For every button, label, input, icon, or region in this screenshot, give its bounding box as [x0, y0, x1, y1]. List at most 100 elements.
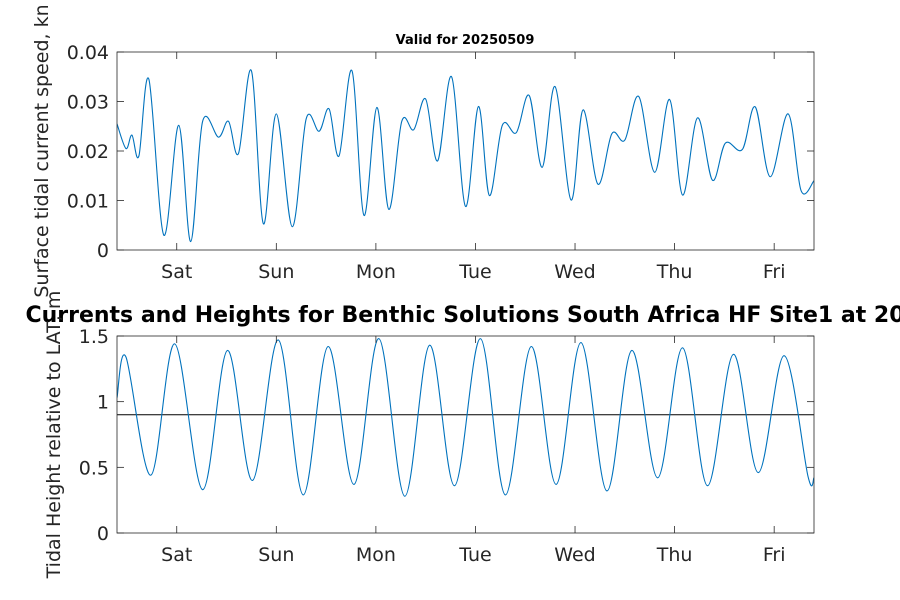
data-point [657, 477, 658, 478]
data-point [597, 184, 598, 185]
data-point [638, 96, 639, 97]
data-point [131, 135, 132, 136]
data-point [178, 125, 179, 126]
data-point [125, 356, 126, 357]
x-tick-label: Thu [656, 544, 693, 566]
data-point [425, 98, 426, 99]
data-point [542, 167, 543, 168]
y-axis-label: Tidal Height relative to LAT, m [43, 291, 65, 580]
tidal-height-chart: 0 0.5 1 1.5 Sat Sun Mon Tue Wed Thu Fri Currents an… [25, 291, 900, 580]
x-tick-label: Mon [356, 261, 396, 283]
data-point [582, 109, 583, 110]
y-tick-label: 1 [97, 392, 109, 414]
plot-area [117, 336, 814, 533]
data-point [770, 176, 771, 177]
data-point [252, 480, 253, 481]
x-tick-label: Sat [161, 261, 192, 283]
data-point [376, 107, 377, 108]
data-point [742, 149, 743, 150]
data-point [725, 142, 726, 143]
data-point [227, 350, 228, 351]
data-point [163, 235, 164, 236]
y-tick-label: 0 [97, 523, 109, 545]
x-tick-label: Tue [458, 261, 491, 283]
data-point [148, 79, 149, 80]
x-tick-label: Tue [458, 544, 491, 566]
data-point [788, 113, 789, 114]
x-tick-label: Wed [554, 261, 595, 283]
data-point [465, 206, 466, 207]
x-tick-label: Fri [763, 261, 786, 283]
x-tick-label: Wed [554, 544, 595, 566]
data-point [328, 108, 329, 109]
data-point [429, 345, 430, 346]
data-point [251, 70, 252, 71]
chart-title: Valid for 20250509 [396, 33, 535, 48]
data-point [555, 86, 556, 87]
data-point [606, 490, 607, 491]
data-point [697, 117, 698, 118]
chart-title: Currents and Heights for Benthic Solutio… [25, 303, 900, 328]
data-point [338, 155, 339, 156]
data-point [319, 131, 320, 132]
data-point [451, 76, 452, 77]
data-point [580, 342, 581, 343]
data-point [202, 489, 203, 490]
y-tick-label: 0.02 [67, 141, 109, 163]
data-point [238, 153, 239, 154]
y-tick-label: 0.01 [67, 191, 109, 213]
data-point [138, 155, 139, 156]
data-point [125, 148, 126, 149]
x-tick-label: Sat [161, 544, 192, 566]
data-point [218, 137, 219, 138]
data-point [624, 140, 625, 141]
data-point [611, 133, 612, 134]
data-point [784, 355, 785, 356]
y-tick-label: 1.5 [79, 326, 109, 348]
series-line [117, 69, 814, 243]
data-point [707, 485, 708, 486]
data-point [278, 339, 279, 340]
x-tick-label: Sun [258, 544, 294, 566]
data-point [174, 343, 175, 344]
x-tick-label: Thu [656, 261, 693, 283]
y-tick-label: 0 [97, 240, 109, 262]
data-point [478, 106, 479, 107]
data-point [306, 118, 307, 119]
axes-box [116, 335, 815, 534]
data-point [303, 494, 304, 495]
current-speed-chart: 0 0.01 0.02 0.03 0.04 Sat Sun Mon Tue Wed Thu Fri Va… [31, 4, 815, 298]
x-tick-label: Mon [356, 544, 396, 566]
y-tick-label: 0.5 [79, 457, 109, 479]
y-axis-label: Surface tidal current speed, kn [31, 4, 53, 297]
x-tick-label: Sun [258, 261, 294, 283]
y-tick-label: 0.04 [67, 42, 109, 64]
data-point [570, 199, 571, 200]
data-point [202, 121, 203, 122]
data-point [502, 125, 503, 126]
data-point [413, 129, 414, 130]
data-point [758, 472, 759, 473]
data-point [388, 209, 389, 210]
data-point [363, 215, 364, 216]
x-tick-label: Fri [763, 544, 786, 566]
data-point [150, 475, 151, 476]
data-point [190, 241, 191, 242]
data-point [531, 346, 532, 347]
data-point [263, 223, 264, 224]
data-point [733, 354, 734, 355]
data-point [437, 160, 438, 161]
data-point [480, 338, 481, 339]
data-point [807, 476, 808, 477]
data-point [529, 95, 530, 96]
data-point [631, 350, 632, 351]
data-point [351, 70, 352, 71]
data-point [292, 226, 293, 227]
series-line [117, 338, 814, 497]
data-point [454, 485, 455, 486]
data-point [654, 172, 655, 173]
data-point [378, 338, 379, 339]
data-point [800, 190, 801, 191]
data-point [489, 195, 490, 196]
